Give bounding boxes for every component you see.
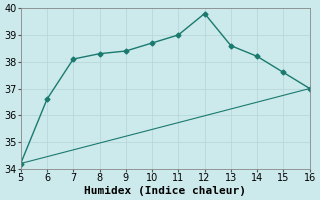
X-axis label: Humidex (Indice chaleur): Humidex (Indice chaleur) [84, 186, 246, 196]
